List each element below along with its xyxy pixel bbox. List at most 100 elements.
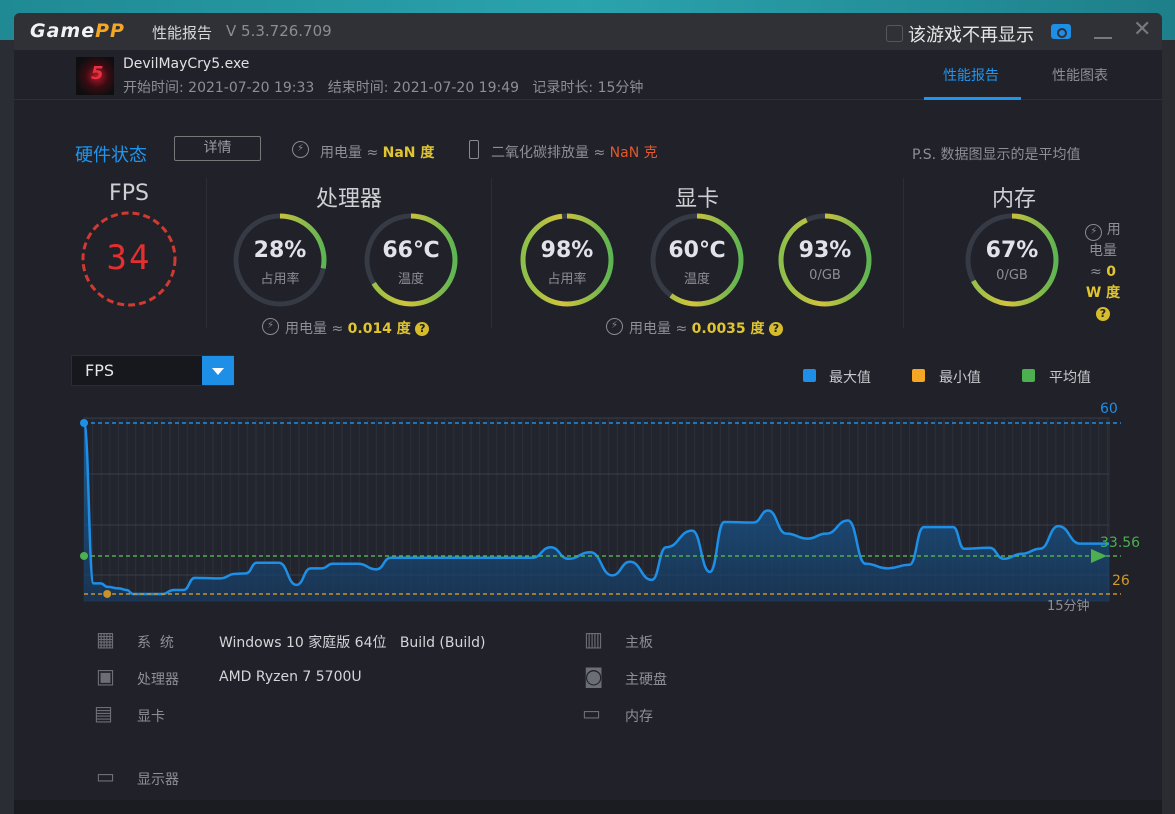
memory-power-unit: W 度: [1085, 285, 1121, 301]
gauge-arc: [778, 213, 872, 307]
divider: [206, 178, 207, 328]
system-value: Windows 10 家庭版 64位 Build (Build): [219, 635, 486, 651]
power-icon: ⚡: [292, 141, 309, 158]
disk-icon: ◙: [584, 664, 604, 688]
gauge-label: 0/GB: [996, 268, 1028, 283]
gauge-ring: [233, 213, 327, 307]
motherboard-label: 主板: [625, 635, 653, 651]
cpu-power: 用电量 ≈ 0.014 度 ?: [285, 318, 430, 338]
version: V 5.3.726.709: [226, 22, 332, 40]
cpu-icon: ▣: [96, 664, 115, 688]
title-bar[interactable]: [14, 13, 1162, 50]
chevron-down-icon[interactable]: [202, 356, 234, 385]
fps-line: [82, 421, 1109, 596]
window-title: 性能报告: [152, 24, 213, 42]
gauge-value: 60℃: [668, 238, 726, 263]
gpu-vram-gauge: 93% 0/GB: [777, 212, 873, 312]
gauge-value: 98%: [540, 238, 594, 263]
cpu-title: 处理器: [315, 187, 382, 212]
cpu-value: AMD Ryzen 7 5700U: [219, 669, 362, 685]
tab-performance-charts[interactable]: 性能图表: [1052, 68, 1108, 84]
min-marker: [103, 589, 112, 598]
help-icon[interactable]: ?: [415, 322, 430, 336]
min-label: 26: [1112, 573, 1130, 589]
total-power: 用电量 ≈ NaN 度: [320, 142, 434, 162]
gauge-label: 占用率: [547, 272, 587, 287]
gpu-label: 显卡: [137, 709, 165, 725]
power-icon: ⚡: [606, 318, 623, 335]
gauge-value: 66℃: [382, 238, 440, 263]
legend-avg: 平均值: [1049, 370, 1091, 386]
cpu-temp-gauge: 66℃ 温度: [363, 212, 459, 312]
gauge-value: 93%: [798, 238, 852, 263]
gauge-arc: [364, 213, 458, 307]
system-label: 系 统: [137, 635, 174, 651]
gpu-icon: ▤: [94, 701, 113, 725]
start-label: 开始时间:: [123, 80, 184, 96]
cpu-usage-gauge: 28% 占用率: [232, 212, 328, 312]
minimize-button[interactable]: [1094, 37, 1112, 39]
x-end-label: 15分钟: [1047, 599, 1090, 614]
performance-report-window: GamePP 性能报告 V 5.3.726.709 该游戏不再显示 ✕ Devi…: [14, 13, 1162, 800]
close-button[interactable]: ✕: [1133, 17, 1152, 42]
gauge-label: 温度: [397, 272, 424, 287]
legend-max-swatch: [803, 369, 816, 382]
divider: [903, 178, 904, 328]
gauge-value: 28%: [253, 238, 307, 263]
game-name: DevilMayCry5.exe: [123, 56, 250, 72]
co2-icon: [469, 140, 479, 159]
tab-performance-report[interactable]: 性能报告: [943, 68, 999, 84]
power-value: NaN 度: [382, 145, 435, 161]
gauge-arc: [965, 213, 1059, 307]
metric-select[interactable]: FPS: [71, 355, 234, 386]
co2-emission: 二氧化碳排放量 ≈ NaN 克: [491, 142, 658, 162]
disk-label: 主硬盘: [625, 672, 667, 688]
power-icon: ⚡: [1085, 224, 1103, 241]
gpu-title: 显卡: [674, 187, 719, 212]
gauge-ring: [520, 213, 614, 307]
cpu-power-value: 0.014 度: [347, 321, 411, 337]
background-window-left: [0, 40, 14, 814]
hide-game-checkbox[interactable]: [886, 25, 903, 42]
hide-game-label[interactable]: 该游戏不再显示: [908, 25, 1034, 46]
motherboard-icon: ▥: [584, 627, 603, 651]
gauge-arc: [650, 213, 744, 307]
co2-value: NaN 克: [609, 145, 658, 161]
co2-label: 二氧化碳排放量 ≈: [491, 145, 606, 161]
windows-icon: ▦: [96, 627, 115, 651]
gauge-label: 0/GB: [809, 268, 841, 283]
power-label: 用电量 ≈: [320, 145, 379, 161]
fps-dial: [81, 211, 177, 307]
camera-icon[interactable]: [1051, 24, 1071, 39]
fps-chart: [80, 417, 1121, 602]
game-meta: 开始时间: 2021-07-20 19:33 结束时间: 2021-07-20 …: [123, 77, 643, 97]
monitor-label: 显示器: [137, 772, 179, 788]
cpu-label: 处理器: [137, 672, 179, 688]
chart-note: P.S. 数据图显示的是平均值: [912, 147, 1081, 163]
duration: 15分钟: [597, 80, 644, 96]
max-label: 60: [1100, 401, 1118, 417]
help-icon[interactable]: ?: [769, 322, 783, 336]
gpu-power: 用电量 ≈ 0.0035 度 ?: [629, 318, 783, 338]
end-label: 结束时间:: [327, 80, 389, 96]
gauge-label: 温度: [683, 272, 710, 287]
memory-label: 内存: [625, 709, 653, 725]
avg-arrow: [1091, 548, 1107, 563]
details-button[interactable]: 详情: [174, 136, 261, 161]
game-header: [14, 50, 1162, 100]
help-icon[interactable]: ?: [1096, 307, 1110, 321]
avg-label: 33.56: [1100, 535, 1141, 551]
start-time: 2021-07-20 19:33: [188, 80, 315, 96]
end-time: 2021-07-20 19:49: [392, 80, 520, 96]
memory-usage-gauge: 67% 0/GB: [964, 212, 1060, 312]
legend-avg-swatch: [1022, 369, 1035, 382]
gauge-value: 67%: [985, 238, 1039, 263]
memory-icon: ▭: [582, 701, 601, 725]
active-tab-indicator: [924, 97, 1021, 100]
divider: [491, 178, 492, 328]
gauge-ring: [778, 213, 872, 307]
hardware-status-title: 硬件状态: [75, 145, 147, 166]
gpu-power-value: 0.0035 度: [691, 321, 765, 337]
gpu-power-label: 用电量 ≈: [629, 321, 688, 337]
power-icon: ⚡: [262, 318, 279, 335]
